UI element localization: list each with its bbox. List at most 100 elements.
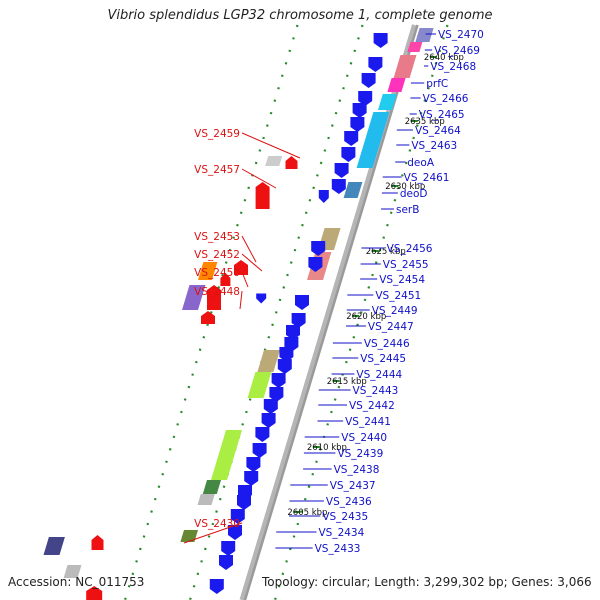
label-leader bbox=[183, 522, 243, 544]
gene-label-right: VS_2455 bbox=[383, 259, 429, 271]
gene-label-right: VS_2466 bbox=[423, 93, 469, 105]
forward-gene-arrow bbox=[308, 257, 323, 272]
topology-text: Topology: circular; Length: 3,299,302 bp… bbox=[262, 575, 592, 589]
label-leader bbox=[239, 290, 243, 310]
gene-block bbox=[407, 42, 423, 52]
forward-gene-arrow bbox=[263, 399, 278, 414]
gene-label-right: VS_2465 bbox=[419, 109, 465, 121]
forward-gene-arrow bbox=[237, 495, 251, 510]
forward-gene-arrow bbox=[341, 147, 356, 162]
gene-block bbox=[180, 530, 198, 542]
gene-block bbox=[247, 372, 272, 398]
reverse-gene-arrow bbox=[220, 273, 231, 286]
label-leader bbox=[241, 253, 263, 272]
forward-gene-arrow bbox=[269, 387, 284, 402]
gene-label-left: VS_2453 bbox=[194, 231, 240, 243]
gene-label-right: VS_2446 bbox=[364, 338, 410, 350]
gene-label-right: VS_2461 bbox=[404, 172, 450, 184]
gene-block bbox=[211, 430, 242, 480]
gene-block bbox=[356, 112, 390, 168]
gene-label-right: VS_2442 bbox=[349, 400, 395, 412]
reverse-gene-arrow bbox=[91, 535, 104, 550]
gene-label-right: VS_2449 bbox=[372, 305, 418, 317]
kbp-tick-label: 2605 kbp bbox=[287, 508, 327, 518]
map-title: Vibrio splendidus LGP32 chromosome 1, co… bbox=[107, 8, 493, 23]
gene-label-left: VS_2457 bbox=[194, 164, 240, 176]
gene-label-right: VS_2439 bbox=[337, 448, 383, 460]
gc-track-inner-left bbox=[188, 24, 364, 600]
gene-label-right: prfC bbox=[426, 78, 448, 90]
gene-label-right: VS_2445 bbox=[360, 353, 406, 365]
gene-block bbox=[393, 55, 417, 78]
kbp-tick-label: 2630 kbp bbox=[385, 182, 425, 192]
forward-gene-arrow bbox=[291, 313, 306, 328]
forward-gene-arrow bbox=[350, 117, 365, 132]
forward-gene-arrow bbox=[252, 443, 267, 458]
forward-gene-arrow bbox=[221, 541, 236, 556]
gene-label-left: VS_2450 bbox=[194, 267, 240, 279]
gene-label-right: VS_2468 bbox=[430, 61, 476, 73]
gene-block bbox=[265, 156, 283, 166]
gene-label-right: VS_2437 bbox=[330, 480, 376, 492]
kbp-tick-label: 2620 kbp bbox=[346, 312, 386, 322]
forward-gene-arrow bbox=[256, 293, 267, 304]
label-leader bbox=[241, 271, 249, 288]
kbp-tick-label: 2610 kbp bbox=[307, 443, 347, 453]
gene-block bbox=[343, 182, 363, 198]
gene-block bbox=[202, 480, 221, 494]
forward-gene-arrow bbox=[295, 295, 309, 310]
gene-label-right: VS_2454 bbox=[379, 274, 425, 286]
gene-label-right: VS_2451 bbox=[375, 290, 421, 302]
gene-label-right: VS_2443 bbox=[353, 385, 399, 397]
label-leader bbox=[241, 235, 257, 263]
reverse-gene-arrow bbox=[207, 285, 221, 310]
forward-gene-arrow bbox=[255, 427, 270, 442]
backbone-line bbox=[243, 24, 419, 600]
kbp-tick-label: 2635 kbp bbox=[405, 117, 445, 127]
gene-label-right: VS_2464 bbox=[415, 125, 461, 137]
gene-label-right: VS_2456 bbox=[387, 243, 433, 255]
forward-gene-arrow bbox=[368, 57, 383, 72]
gene-label-right: VS_2438 bbox=[334, 464, 380, 476]
forward-gene-arrow bbox=[228, 525, 242, 540]
gene-block bbox=[415, 28, 434, 42]
gene-label-right: deoD bbox=[400, 188, 428, 200]
forward-gene-arrow bbox=[311, 241, 326, 256]
gene-label-right: deoA bbox=[407, 157, 435, 169]
forward-gene-arrow bbox=[261, 413, 276, 428]
forward-gene-arrow bbox=[271, 373, 286, 388]
reverse-gene-arrow bbox=[86, 586, 103, 600]
gene-block bbox=[198, 262, 218, 280]
label-leader bbox=[241, 168, 277, 189]
gene-block bbox=[387, 78, 406, 92]
gene-label-right: VS_2470 bbox=[438, 29, 484, 41]
reverse-gene-arrow bbox=[234, 260, 248, 275]
forward-gene-arrow bbox=[361, 73, 376, 88]
gene-label-right: VS_2469 bbox=[434, 45, 480, 57]
reverse-gene-arrow bbox=[285, 156, 298, 169]
forward-gene-arrow bbox=[219, 555, 233, 570]
gene-label-right: VS_2433 bbox=[315, 543, 361, 555]
forward-gene-arrow bbox=[334, 163, 349, 178]
gene-label-right: VS_2440 bbox=[341, 432, 387, 444]
gene-label-left: VS_2459 bbox=[194, 128, 240, 140]
gene-label-left: VS_2448 bbox=[194, 286, 240, 298]
label-leader bbox=[241, 132, 301, 159]
forward-gene-arrow bbox=[331, 179, 346, 194]
gene-label-right: VS_2444 bbox=[356, 369, 402, 381]
gc-track-outer-left bbox=[123, 24, 299, 600]
gene-label-right: VS_2447 bbox=[368, 321, 414, 333]
gene-label-right: VS_2441 bbox=[345, 416, 391, 428]
gene-block bbox=[378, 94, 397, 110]
gene-block bbox=[182, 285, 206, 310]
kbp-tick-label: 2615 kbp bbox=[327, 377, 367, 387]
forward-gene-arrow bbox=[230, 509, 245, 524]
kbp-tick-label: 2625 kbp bbox=[366, 247, 406, 257]
gene-label-right: serB bbox=[396, 204, 419, 216]
kbp-tick-label: 2640 kbp bbox=[424, 53, 464, 63]
forward-gene-arrow bbox=[244, 471, 259, 486]
gene-block bbox=[43, 537, 65, 555]
gene-label-right: VS_2434 bbox=[318, 527, 364, 539]
gene-block bbox=[63, 565, 82, 578]
